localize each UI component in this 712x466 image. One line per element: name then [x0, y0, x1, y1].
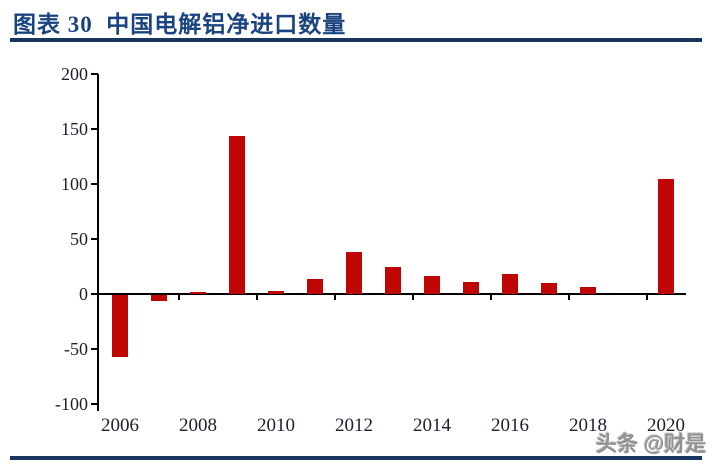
y-axis-tick — [91, 73, 98, 75]
y-axis-tick — [91, 403, 98, 405]
y-axis-label: -50 — [64, 339, 88, 359]
y-axis-label: 150 — [61, 119, 88, 139]
y-axis-label: 100 — [61, 174, 88, 194]
y-axis-tick — [91, 238, 98, 240]
bar-2008 — [190, 292, 206, 294]
y-axis-tick — [91, 348, 98, 350]
x-axis-label: 2006 — [101, 415, 139, 436]
x-axis-label: 2014 — [413, 415, 451, 436]
bar-2010 — [268, 290, 284, 294]
x-axis-tick — [645, 294, 648, 300]
x-axis-label: 2012 — [335, 415, 373, 436]
bar-2012 — [346, 252, 362, 294]
title-rule — [10, 38, 702, 42]
x-axis-tick — [411, 294, 414, 300]
x-axis-label: 2010 — [257, 415, 295, 436]
bar-2014 — [424, 276, 440, 294]
bar-2013 — [385, 266, 401, 294]
bar-2011 — [307, 278, 323, 294]
y-axis-label: 50 — [70, 229, 88, 249]
watermark: 头条 @财是 — [596, 433, 707, 456]
x-axis-tick — [489, 294, 492, 300]
y-axis-label: 200 — [61, 64, 88, 84]
y-axis-tick — [91, 183, 98, 185]
bar-2018 — [580, 287, 596, 294]
bar-2017 — [541, 283, 557, 294]
bar-2007 — [151, 295, 167, 301]
bar-2009 — [229, 135, 245, 294]
y-axis-label: 0 — [79, 284, 88, 304]
bottom-rule — [10, 456, 702, 460]
x-axis-tick — [255, 294, 258, 300]
y-axis-tick — [91, 128, 98, 130]
bar-2006 — [112, 295, 128, 357]
x-axis-tick — [567, 294, 570, 300]
x-axis-label: 2018 — [569, 415, 607, 436]
y-axis-tick — [91, 293, 98, 295]
x-axis-tick — [333, 294, 336, 300]
y-axis-line — [97, 74, 99, 411]
bar-2015 — [463, 281, 479, 294]
chart-title: 图表 30 中国电解铝净进口数量 — [13, 12, 347, 37]
x-axis-label: 2008 — [179, 415, 217, 436]
y-axis-label: -100 — [55, 394, 88, 414]
x-axis-label: 2020 — [647, 415, 685, 436]
x-axis-line — [97, 293, 686, 295]
bar-2016 — [502, 274, 518, 294]
x-axis-label: 2016 — [491, 415, 529, 436]
x-axis-tick — [177, 294, 180, 300]
bar-2020 — [658, 178, 674, 294]
